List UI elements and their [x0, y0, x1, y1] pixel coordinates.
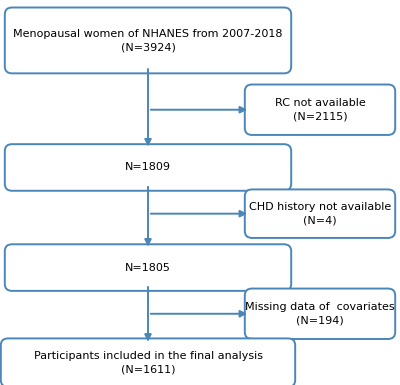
- FancyBboxPatch shape: [1, 338, 295, 385]
- FancyBboxPatch shape: [5, 144, 291, 191]
- Text: Menopausal women of NHANES from 2007-2018
(N=3924): Menopausal women of NHANES from 2007-201…: [13, 28, 283, 52]
- FancyBboxPatch shape: [5, 244, 291, 291]
- Text: N=1805: N=1805: [125, 263, 171, 273]
- Text: CHD history not available
(N=4): CHD history not available (N=4): [249, 202, 391, 226]
- Text: Missing data of  covariates
(N=194): Missing data of covariates (N=194): [245, 302, 395, 326]
- Text: N=1809: N=1809: [125, 162, 171, 172]
- FancyBboxPatch shape: [5, 7, 291, 73]
- Text: RC not available
(N=2115): RC not available (N=2115): [275, 98, 365, 122]
- Text: Participants included in the final analysis
(N=1611): Participants included in the final analy…: [34, 351, 262, 375]
- FancyBboxPatch shape: [245, 85, 395, 135]
- FancyBboxPatch shape: [245, 189, 395, 238]
- FancyBboxPatch shape: [245, 289, 395, 339]
